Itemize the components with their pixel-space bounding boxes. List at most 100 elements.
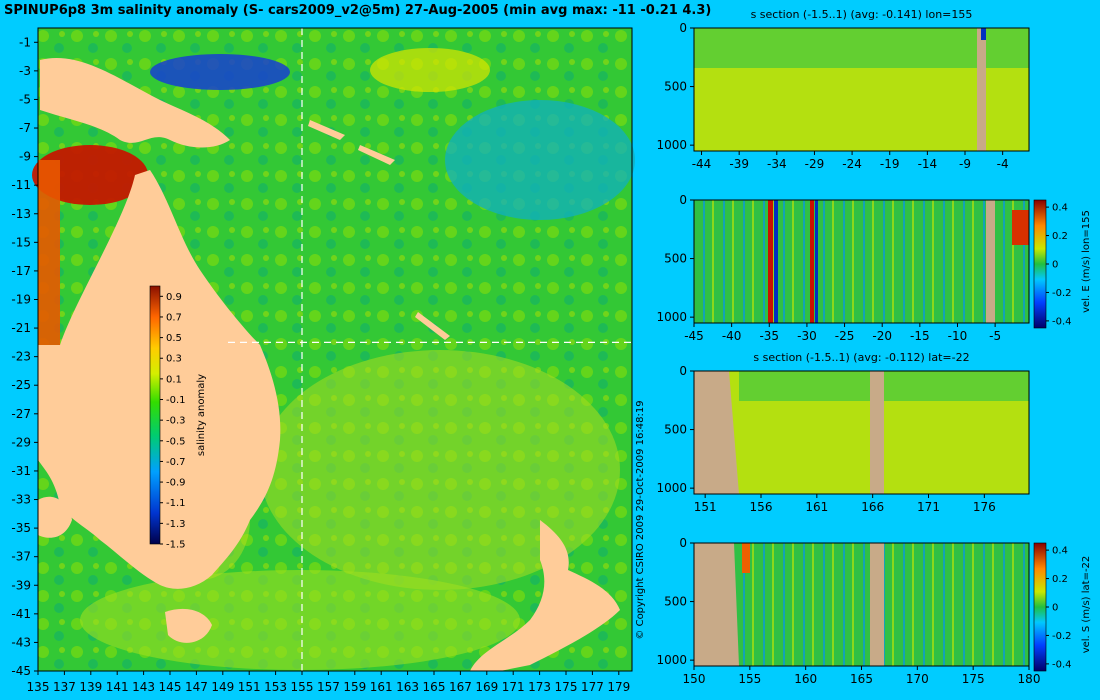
map-land-solomon-2 [358,145,395,165]
s-section-lat-frame [693,370,1030,495]
s-section-lat-y-tick-label: 1000 [656,481,687,495]
vel-e-section-x-tick-label: -10 [948,329,968,343]
map-x-tick-label: 143 [132,680,155,694]
map-y-tick-label: -45 [11,664,31,678]
map-x-tick-label: 177 [581,680,604,694]
salinity-colorbar-tick: 0.3 [166,354,182,365]
s-section-lon-ridge [977,28,986,151]
s-section-lon-surface-layer [694,28,1029,68]
copyright-text: © Copyright CSIRO 2009 29-Oct-2009 16:48… [635,400,646,639]
map-x-tick-label: 179 [607,680,630,694]
vel-s-section-colorbar-tick: 0.4 [1052,546,1068,557]
salinity-colorbar-tick: 0.7 [166,312,182,323]
vel-e-section-x-tick-label: -25 [835,329,855,343]
s-section-lat-shelf [694,371,739,494]
s-section-lat-x-tick-label: 151 [694,500,717,514]
s-section-lon-x-tick-label: -29 [805,157,825,171]
map-y-tick-label: -23 [11,350,31,364]
map-x-tick-label: 139 [79,680,102,694]
vel-s-section-x-tick-label: 165 [850,672,873,686]
map-y-tick-label: -3 [19,64,31,78]
map-y-tick-label: -13 [11,207,31,221]
map-x-tick-label: 137 [53,680,76,694]
vel-e-section-x-tick-label: -45 [684,329,704,343]
vel-e-section-jet-3 [810,200,814,323]
map-feature-tasman [260,350,620,590]
vel-s-section-y-tick-label: 1000 [656,653,687,667]
vel-s-section-x-tick-label: 155 [738,672,761,686]
map-x-tick-label: 163 [396,680,419,694]
map-feature-low-salinity-east [445,100,635,220]
map-x-tick-label: 153 [264,680,287,694]
s-section-lat-y-tick-label: 500 [664,423,687,437]
map-x-tick-label: 165 [423,680,446,694]
map-y-tick-label: -5 [19,92,31,106]
s-section-lon-x-tick-label: -24 [842,157,862,171]
s-section-lat-x-tick-label: 176 [973,500,996,514]
map-feature-south [80,570,520,670]
vel-s-section-y-tick-label: 0 [679,536,687,550]
salinity-colorbar-tick: 0.1 [166,374,182,385]
vel-e-section-colorbar-tick: -0.2 [1052,288,1072,299]
vel-s-section-colorbar-tick: -0.2 [1052,631,1072,642]
map-y-tick-label: -39 [11,578,31,592]
s-section-lat-x-tick-label: 171 [917,500,940,514]
s-section-lat-ridge [870,371,884,494]
vel-s-section-x-tick-label: 180 [1018,672,1041,686]
vel-e-section-x-tick-label: -5 [989,329,1001,343]
s-section-lon-x-tick-label: -44 [692,157,712,171]
vel-e-section-x-tick-label: -35 [759,329,779,343]
vel-e-section-colorbar-tick: 0.2 [1052,231,1068,242]
map-y-tick-label: -25 [11,378,31,392]
map-y-tick-label: -27 [11,407,31,421]
salinity-colorbar-tick: -1.5 [166,540,186,551]
vel-e-section-colorbar-tick: 0.4 [1052,203,1068,214]
s-section-lon-x-tick-label: -39 [729,157,749,171]
s-section-lon-x-tick-label: -34 [767,157,787,171]
map-x-tick-label: 175 [555,680,578,694]
map-feature-west-coast-high [38,160,60,345]
salinity-colorbar-tick: -0.1 [166,395,186,406]
vel-e-section-x-tick-label: -40 [722,329,742,343]
map-feature-high-salinity [370,48,490,92]
map-y-tick-label: -43 [11,635,31,649]
map-x-tick-label: 147 [185,680,208,694]
vel-e-section-y-tick-label: 0 [679,193,687,207]
salinity-colorbar-tick: -1.3 [166,519,186,530]
vel-e-section-x-tick-label: -15 [910,329,930,343]
vel-s-section-x-tick-label: 170 [906,672,929,686]
s-section-lon-x-tick-label: -4 [997,157,1009,171]
s-section-lon-frame [693,27,1030,152]
map-x-tick-label: 135 [27,680,50,694]
map-x-tick-label: 169 [475,680,498,694]
s-section-lat-y-tick-label: 0 [679,364,687,378]
s-section-lat-title: s section (-1.5..1) (avg: -0.112) lat=-2… [753,351,969,364]
map-x-tick-label: 159 [343,680,366,694]
map-y-tick-label: -1 [19,35,31,49]
map-land-tasmania [165,608,212,643]
s-section-lon-x-tick-label: -14 [918,157,938,171]
map-land-new-caledonia [415,312,450,340]
s-section-lat-x-tick-label: 166 [861,500,884,514]
map-y-tick-label: -15 [11,235,31,249]
s-section-lon-title: s section (-1.5..1) (avg: -0.141) lon=15… [751,8,973,21]
s-section-lat-x-tick-label: 156 [750,500,773,514]
map-x-tick-label: 141 [106,680,129,694]
map-land-solomon-1 [308,120,345,140]
salinity-colorbar-tick: -1.1 [166,498,186,509]
map-feature-low-salinity-north [150,54,290,90]
s-section-lon-y-tick-label: 500 [664,80,687,94]
map-land-new-zealand [470,520,620,671]
map-y-tick-label: -21 [11,321,31,335]
map-y-tick-label: -19 [11,292,31,306]
vel-e-section-colorbar [1033,199,1047,329]
salinity-colorbar-tick: 0.5 [166,333,182,344]
vel-s-section-x-tick-label: 150 [683,672,706,686]
vel-e-section-ridge [986,200,995,323]
salinity-colorbar-label: salinity anomaly [196,374,207,456]
map-y-tick-label: -29 [11,435,31,449]
vel-e-section-jet-1 [768,200,773,323]
figure-title: SPINUP6p8 3m salinity anomaly (S- cars20… [4,3,712,18]
map-x-tick-label: 161 [370,680,393,694]
